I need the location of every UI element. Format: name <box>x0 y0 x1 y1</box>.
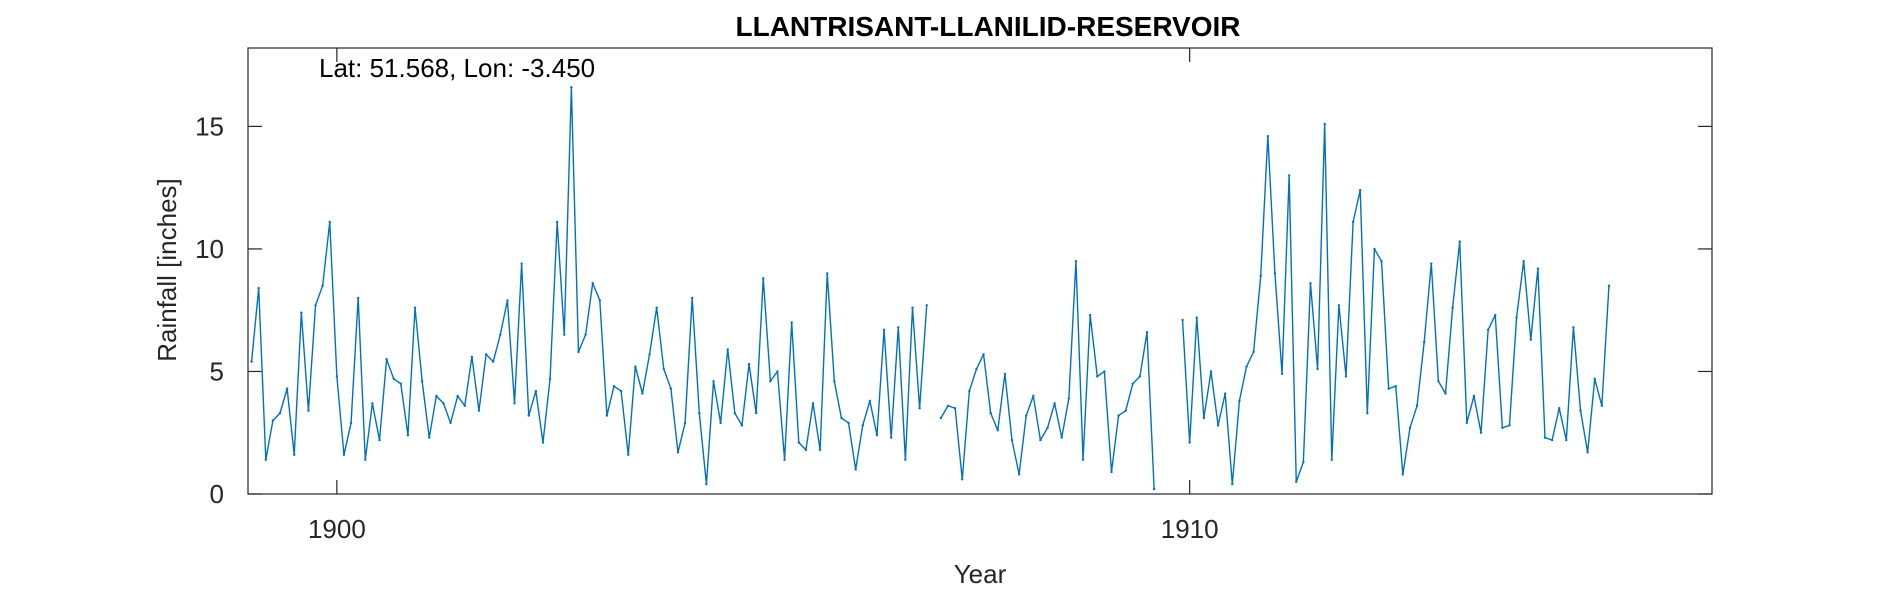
location-annotation: Lat: 51.568, Lon: -3.450 <box>319 53 595 83</box>
chart-title: LLANTRISANT-LLANILID-RESERVOIR <box>735 11 1240 42</box>
y-axis-label: Rainfall [inches] <box>152 178 182 362</box>
series-line-segment-1 <box>940 260 1155 490</box>
y-tick-label-1: 5 <box>210 356 224 386</box>
x-axis-label: Year <box>954 559 1007 589</box>
plot-frame <box>247 47 1713 495</box>
series-0 <box>250 86 1611 491</box>
y-tick-label-2: 10 <box>195 234 224 264</box>
y-tick-label-3: 15 <box>195 111 224 141</box>
series-line-segment-0 <box>250 86 928 485</box>
axis-ticks <box>248 48 1712 495</box>
x-tick-label-1: 1910 <box>1161 514 1219 544</box>
y-tick-label-0: 0 <box>210 479 224 509</box>
axis-tick-labels: 1900 1910 0 5 10 15 <box>195 111 1219 544</box>
series-layer <box>250 86 1611 491</box>
x-tick-label-0: 1900 <box>308 514 366 544</box>
series-line-segment-2 <box>1181 123 1610 485</box>
